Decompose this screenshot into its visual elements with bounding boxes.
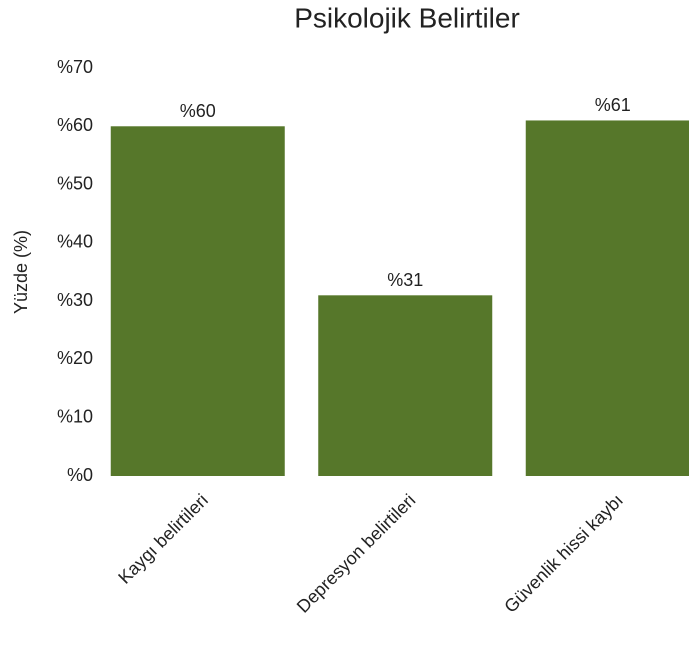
y-tick-label: %50 xyxy=(57,173,93,193)
bar xyxy=(318,295,493,476)
value-label: %61 xyxy=(595,95,631,115)
y-tick-label: %70 xyxy=(57,57,93,77)
y-tick-label: %60 xyxy=(57,115,93,135)
y-tick-label: %40 xyxy=(57,232,93,252)
chart-title: Psikolojik Belirtiler xyxy=(294,2,520,33)
y-tick-label: %10 xyxy=(57,406,93,426)
value-label: %60 xyxy=(180,101,216,121)
x-tick-label: Güvenlik hissi kaybı xyxy=(500,490,627,617)
x-tick-label: Depresyon belirtileri xyxy=(293,490,420,617)
y-tick-label: %30 xyxy=(57,290,93,310)
value-label: %31 xyxy=(387,270,423,290)
y-tick-label: %20 xyxy=(57,348,93,368)
x-tick-label: Kaygı belirtileri xyxy=(114,490,212,588)
bar xyxy=(110,126,285,477)
y-tick-label: %0 xyxy=(67,465,93,485)
y-axis-label: Yüzde (%) xyxy=(11,230,31,314)
bar xyxy=(525,120,689,476)
